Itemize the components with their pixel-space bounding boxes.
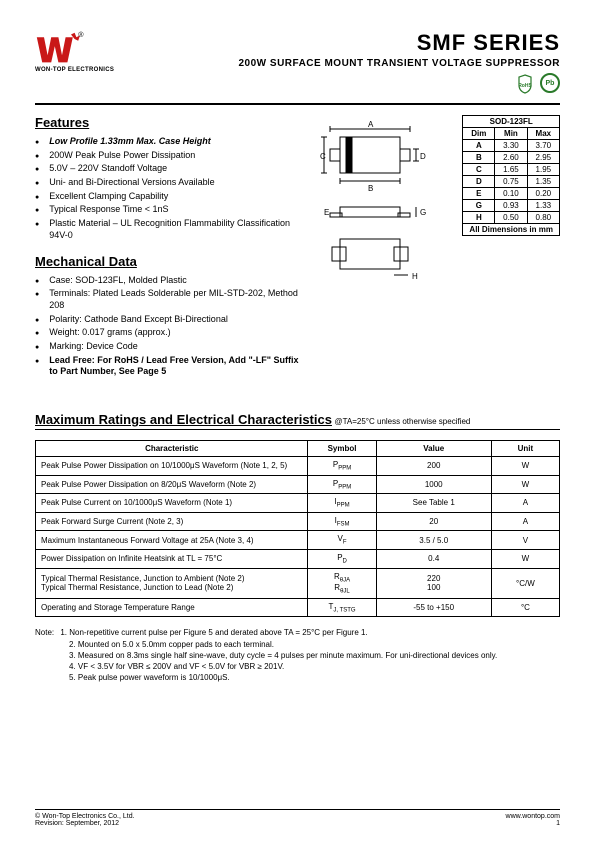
features-list: Low Profile 1.33mm Max. Case Height 200W … [35, 136, 300, 242]
revision: Revision: September, 2012 [35, 820, 135, 827]
company-name: WON-TOP ELECTRONICS [35, 67, 114, 73]
note-item: 4. VF < 3.5V for VBR ≤ 200V and VF < 5.0… [35, 661, 560, 672]
pb-free-icon: Pb [540, 73, 560, 93]
page-header: ® WON-TOP ELECTRONICS SMF SERIES 200W SU… [35, 30, 560, 95]
ratings-row: Maximum Instantaneous Forward Voltage at… [36, 531, 560, 550]
dim-row: E0.100.20 [463, 188, 560, 200]
ratings-header: Symbol [308, 441, 376, 457]
dim-footer: All Dimensions in mm [463, 224, 560, 236]
footer-divider [35, 809, 560, 810]
page-footer: © Won-Top Electronics Co., Ltd. Revision… [35, 809, 560, 827]
dim-row: D0.751.35 [463, 176, 560, 188]
ratings-divider [35, 429, 560, 430]
svg-text:®: ® [78, 30, 84, 39]
feature-item: Excellent Clamping Capability [35, 191, 300, 203]
ratings-row: Power Dissipation on Infinite Heatsink a… [36, 549, 560, 568]
feature-item: 200W Peak Pulse Power Dissipation [35, 150, 300, 162]
ratings-row: Peak Pulse Current on 10/1000μS Waveform… [36, 494, 560, 513]
ratings-table: CharacteristicSymbolValueUnit Peak Pulse… [35, 440, 560, 617]
note-item: 2. Mounted on 5.0 x 5.0mm copper pads to… [35, 639, 560, 650]
svg-text:H: H [412, 272, 418, 281]
dim-row: G0.931.33 [463, 200, 560, 212]
series-subtitle: 200W SURFACE MOUNT TRANSIENT VOLTAGE SUP… [239, 58, 561, 69]
svg-text:A: A [368, 120, 374, 129]
svg-text:D: D [420, 152, 426, 161]
features-mechanical-row: Features Low Profile 1.33mm Max. Case He… [35, 115, 560, 380]
diagram-area: A B C D E G H SOD-123FL DimMinMax A [320, 115, 560, 295]
mechanical-item: Case: SOD-123FL, Molded Plastic [35, 275, 300, 287]
feature-item: Low Profile 1.33mm Max. Case Height [35, 136, 300, 148]
series-title: SMF SERIES [239, 30, 561, 56]
company-logo-icon: ® [35, 30, 89, 66]
ratings-row: Typical Thermal Resistance, Junction to … [36, 568, 560, 598]
ratings-row: Peak Pulse Power Dissipation on 10/1000μ… [36, 457, 560, 476]
dim-header: Dim [463, 128, 495, 140]
footer-right: www.wontop.com 1 [506, 813, 560, 827]
dim-caption: SOD-123FL [463, 116, 560, 128]
rohs-icon: RoHS [514, 73, 536, 95]
svg-text:C: C [320, 152, 326, 161]
compliance-icons: RoHS Pb [239, 73, 561, 95]
ratings-condition: @TA=25°C unless otherwise specified [334, 417, 470, 426]
dimension-table: SOD-123FL DimMinMax A3.303.70B2.602.95C1… [462, 115, 560, 236]
header-divider [35, 103, 560, 105]
note-item: 5. Peak pulse power waveform is 10/1000μ… [35, 672, 560, 683]
feature-item: 5.0V – 220V Standoff Voltage [35, 163, 300, 175]
left-column: Features Low Profile 1.33mm Max. Case He… [35, 115, 300, 380]
svg-text:B: B [368, 184, 373, 193]
ratings-row: Operating and Storage Temperature RangeT… [36, 598, 560, 617]
mechanical-item: Polarity: Cathode Band Except Bi-Directi… [35, 314, 300, 326]
notes-section: Note: 1. Non-repetitive current pulse pe… [35, 627, 560, 683]
ratings-title: Maximum Ratings and Electrical Character… [35, 412, 332, 427]
feature-item: Plastic Material – UL Recognition Flamma… [35, 218, 300, 241]
dim-row: B2.602.95 [463, 152, 560, 164]
package-diagram-icon: A B C D E G H [320, 119, 450, 294]
features-title: Features [35, 115, 300, 130]
mechanical-list: Case: SOD-123FL, Molded PlasticTerminals… [35, 275, 300, 379]
ratings-header: Characteristic [36, 441, 308, 457]
dim-header: Min [495, 128, 527, 140]
mechanical-item: Marking: Device Code [35, 341, 300, 353]
svg-text:E: E [324, 208, 329, 217]
mechanical-item: Terminals: Plated Leads Solderable per M… [35, 288, 300, 311]
footer-left: © Won-Top Electronics Co., Ltd. Revision… [35, 813, 135, 827]
dim-row: H0.500.80 [463, 212, 560, 224]
mechanical-item: Lead Free: For RoHS / Lead Free Version,… [35, 355, 300, 378]
svg-text:RoHS: RoHS [518, 83, 532, 89]
ratings-header: Value [376, 441, 491, 457]
notes-label: Note: [35, 628, 54, 637]
page-number: 1 [506, 820, 560, 827]
feature-item: Uni- and Bi-Directional Versions Availab… [35, 177, 300, 189]
note-item: 3. Measured on 8.3ms single half sine-wa… [35, 650, 560, 661]
ratings-row: Peak Pulse Power Dissipation on 8/20μS W… [36, 475, 560, 494]
dim-row: A3.303.70 [463, 140, 560, 152]
mechanical-item: Weight: 0.017 grams (approx.) [35, 327, 300, 339]
footer-url: www.wontop.com [506, 813, 560, 820]
notes-list: 1. Non-repetitive current pulse per Figu… [35, 628, 560, 683]
ratings-header: Unit [491, 441, 559, 457]
feature-item: Typical Response Time < 1nS [35, 204, 300, 216]
copyright: © Won-Top Electronics Co., Ltd. [35, 813, 135, 820]
dim-header: Max [527, 128, 559, 140]
mechanical-title: Mechanical Data [35, 254, 300, 269]
svg-text:G: G [420, 208, 426, 217]
dim-row: C1.651.95 [463, 164, 560, 176]
note-item: 1. Non-repetitive current pulse per Figu… [56, 628, 367, 637]
ratings-row: Peak Forward Surge Current (Note 2, 3)IF… [36, 512, 560, 531]
title-area: SMF SERIES 200W SURFACE MOUNT TRANSIENT … [239, 30, 561, 95]
ratings-section: Maximum Ratings and Electrical Character… [35, 412, 560, 617]
logo-area: ® WON-TOP ELECTRONICS [35, 30, 114, 73]
